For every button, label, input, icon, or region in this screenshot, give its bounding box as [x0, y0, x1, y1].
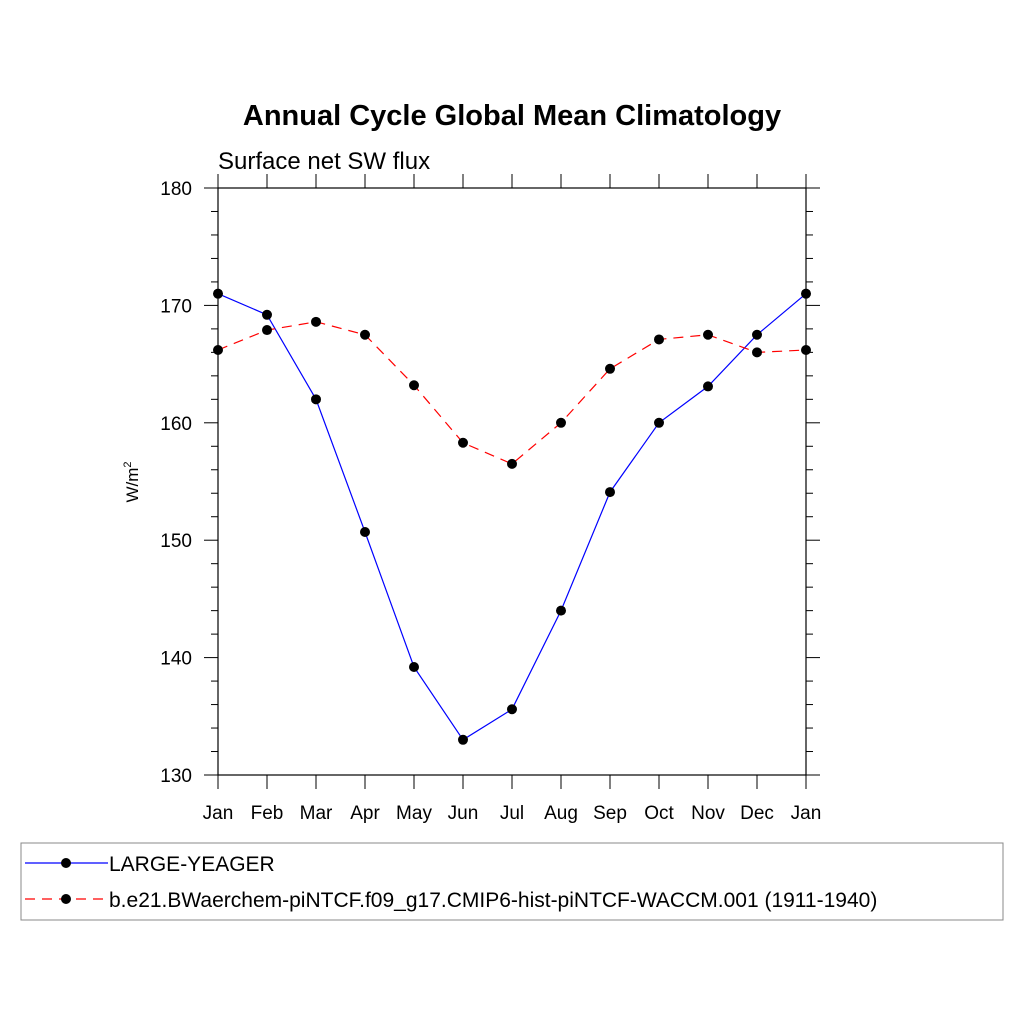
x-tick-label: Mar — [300, 803, 333, 824]
legend-label: LARGE-YEAGER — [109, 853, 275, 876]
data-point — [458, 437, 468, 448]
data-point — [458, 734, 468, 745]
legend-marker — [61, 894, 71, 904]
y-tick-label: 150 — [160, 531, 192, 552]
y-axis-label-superscript: 2 — [122, 461, 134, 467]
x-tick-label: Sep — [593, 803, 627, 824]
x-tick-label: Feb — [251, 803, 284, 824]
y-tick-label: 180 — [160, 179, 192, 200]
data-point — [360, 526, 370, 537]
data-point — [213, 345, 223, 356]
x-tick-label: Dec — [740, 803, 774, 824]
data-point — [801, 345, 811, 356]
legend-label: b.e21.BWaerchem-piNTCF.f09_g17.CMIP6-his… — [109, 889, 877, 912]
data-point — [507, 704, 517, 715]
y-axis-label: W/m2 — [122, 461, 142, 502]
data-point — [654, 417, 664, 428]
data-point — [213, 288, 223, 299]
legend-marker — [61, 858, 71, 868]
data-point — [262, 309, 272, 320]
legend: LARGE-YEAGER b.e21.BWaerchem-piNTCF.f09_g… — [20, 842, 1004, 921]
x-tick-label: Jul — [500, 803, 524, 824]
data-point — [507, 458, 517, 469]
x-tick-label: Jan — [203, 803, 234, 824]
data-point — [262, 325, 272, 336]
x-tick-label: Oct — [644, 803, 674, 824]
x-tick-label: Nov — [691, 803, 725, 824]
data-point — [654, 334, 664, 345]
x-tick-label: Jan — [791, 803, 822, 824]
data-point — [409, 380, 419, 391]
data-point — [360, 329, 370, 340]
data-point — [703, 329, 713, 340]
series-line — [217, 321, 807, 465]
y-axis-label-base: W/m — [123, 468, 142, 503]
plot-frame — [217, 187, 807, 776]
data-point — [556, 417, 566, 428]
data-point — [605, 363, 615, 374]
data-point — [801, 288, 811, 299]
data-point — [311, 316, 321, 327]
x-tick-label: Apr — [350, 803, 380, 824]
y-tick-label: 160 — [160, 414, 192, 435]
plot-axes: 130 140 150 160 170 180 Jan Feb Mar Apr May Jun Jul A… — [160, 174, 821, 824]
x-tick-label: Aug — [544, 803, 578, 824]
legend-box — [20, 842, 1004, 921]
x-tick-label: Jun — [448, 803, 479, 824]
data-point — [703, 381, 713, 392]
data-point — [311, 394, 321, 405]
data-point — [409, 661, 419, 672]
series-line — [217, 293, 807, 741]
y-tick-label: 140 — [160, 649, 192, 670]
data-point — [556, 605, 566, 616]
chart-title: Annual Cycle Global Mean Climatology — [243, 100, 781, 132]
x-tick-label: May — [396, 803, 432, 824]
chart-subtitle: Surface net SW flux — [218, 148, 430, 175]
data-point — [752, 329, 762, 340]
y-tick-label: 170 — [160, 296, 192, 317]
data-point — [605, 487, 615, 498]
y-tick-label: 130 — [160, 766, 192, 787]
data-point — [752, 347, 762, 358]
series-layer — [213, 288, 811, 745]
